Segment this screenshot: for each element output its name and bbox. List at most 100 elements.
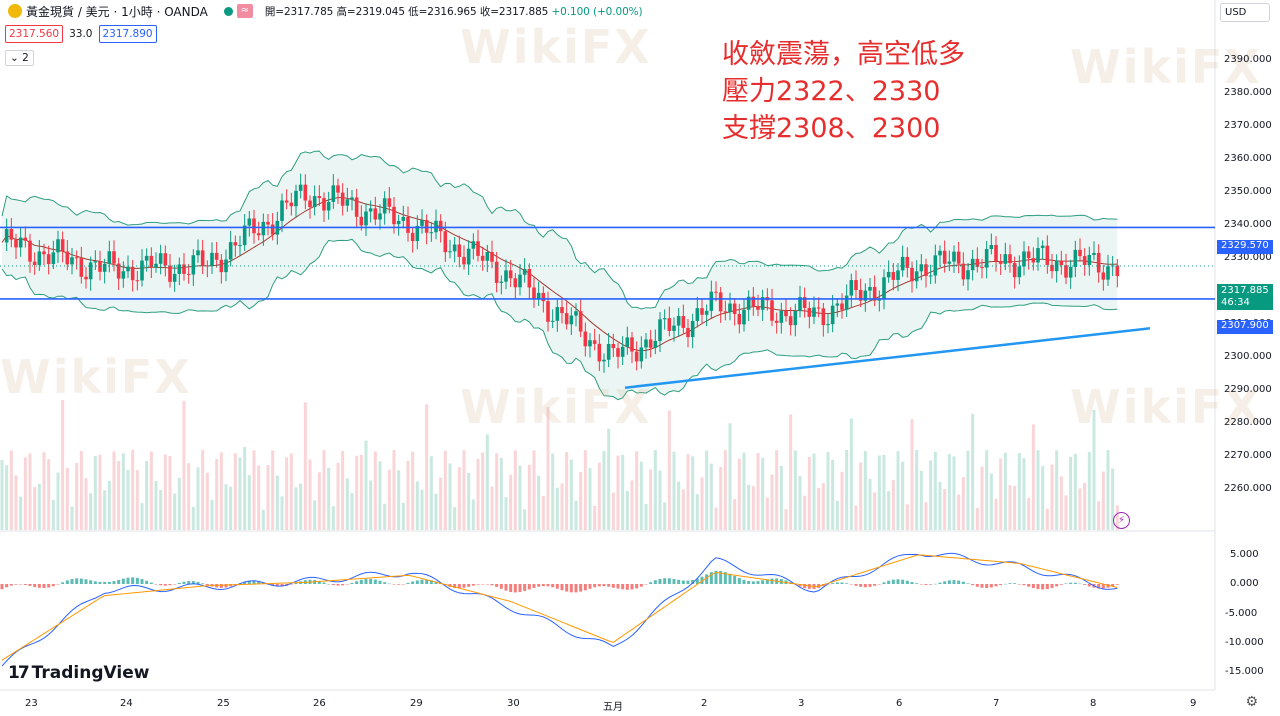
macd-histogram-bar <box>257 581 261 584</box>
candle-body <box>350 197 354 200</box>
time-tick-label: 26 <box>313 698 326 709</box>
candle-body <box>723 311 728 313</box>
candle-body <box>620 346 625 357</box>
current-price: 2317.885 <box>1221 285 1269 296</box>
volume-bar <box>107 480 111 530</box>
candle-body <box>266 221 270 225</box>
candle-body <box>228 242 233 260</box>
volume-bar <box>425 404 429 530</box>
volume-bar <box>140 503 144 530</box>
macd-histogram-bar <box>490 584 494 586</box>
macd-histogram-bar <box>224 584 228 588</box>
volume-bar <box>327 467 331 530</box>
macd-tick-label: -5.000 <box>1225 607 1258 619</box>
candle-body <box>247 218 252 226</box>
candle-body <box>569 315 574 325</box>
volume-bar <box>518 465 522 530</box>
volume-bar <box>971 413 975 530</box>
volume-bar <box>873 492 877 530</box>
currency-selector[interactable]: USD <box>1220 3 1270 22</box>
volume-bar <box>723 450 727 530</box>
volume-bar <box>639 461 643 530</box>
tradingview-mark-icon: 17 <box>8 663 30 683</box>
watermark-logo: WikiFX <box>460 380 652 434</box>
price-tick-label: 2340.000 <box>1224 219 1272 230</box>
macd-histogram-bar <box>359 579 363 584</box>
volume-bar <box>467 473 471 530</box>
volume-bar <box>355 455 359 530</box>
candle-body <box>970 258 975 271</box>
volume-bar <box>583 450 587 530</box>
macd-histogram-bar <box>873 584 877 586</box>
macd-histogram-bar <box>1097 584 1101 589</box>
volume-bar <box>1083 482 1087 530</box>
macd-histogram-bar <box>714 570 718 584</box>
buy-price-button[interactable]: 2317.890 <box>98 25 157 43</box>
candle-body <box>1050 264 1054 272</box>
volume-bar <box>770 474 774 530</box>
lightning-icon[interactable]: ⚡ <box>1113 512 1130 529</box>
macd-histogram-bar <box>476 584 480 585</box>
candle-body <box>443 231 448 253</box>
candle-body <box>196 250 200 256</box>
approx-badge[interactable]: ≈ <box>236 4 253 18</box>
volume-bar <box>47 459 51 530</box>
macd-histogram-bar <box>733 575 737 584</box>
volume-bar <box>849 418 853 530</box>
macd-histogram-bar <box>882 582 886 584</box>
volume-bar <box>807 457 811 530</box>
volume-bar <box>644 504 648 530</box>
volume-bar <box>313 500 317 530</box>
volume-bar <box>485 434 489 530</box>
macd-histogram-bar <box>607 584 611 587</box>
volume-bar <box>1045 508 1049 530</box>
volume-bar <box>789 414 793 530</box>
candle-body <box>980 266 984 268</box>
candle-body <box>424 220 429 233</box>
macd-histogram-bar <box>994 584 998 587</box>
volume-bar <box>905 504 909 530</box>
macd-histogram-bar <box>168 584 172 586</box>
candle-body <box>46 254 51 264</box>
macd-histogram-bar <box>70 579 74 584</box>
low-value: 低=2316.965 <box>408 5 477 18</box>
candle-body <box>9 229 14 240</box>
volume-bar <box>667 410 671 530</box>
bollinger-mid-line <box>1 197 1118 352</box>
macd-histogram-bar <box>1013 583 1017 584</box>
macd-histogram-bar <box>980 584 984 588</box>
candle-body <box>135 280 140 282</box>
macd-histogram-bar <box>1041 584 1045 590</box>
settings-gear-icon[interactable]: ⚙ <box>1245 694 1258 710</box>
macd-histogram-bar <box>154 584 158 585</box>
candle-body <box>812 307 816 317</box>
candle-body <box>382 198 387 214</box>
candle-body <box>326 201 331 211</box>
sell-price-button[interactable]: 2317.560 <box>5 25 64 43</box>
volume-bar <box>523 509 527 530</box>
volume-bar <box>457 467 461 530</box>
volume-bar <box>705 450 709 530</box>
volume-bar <box>835 500 839 530</box>
market-open-dot-icon <box>223 6 233 16</box>
candle-body <box>532 287 536 299</box>
volume-bar <box>411 451 415 530</box>
candle-body <box>536 292 541 299</box>
volume-bar <box>5 465 9 530</box>
macd-histogram-bar <box>672 578 676 584</box>
candle-body <box>592 340 597 344</box>
volume-bar <box>33 487 37 530</box>
macd-histogram-bar <box>667 578 671 584</box>
symbol-title[interactable]: 黃金現貨 / 美元 · 1小時 · OANDA <box>26 4 208 19</box>
volume-bar <box>453 507 457 530</box>
macd-histogram-bar <box>583 584 587 591</box>
candle-body <box>345 199 350 206</box>
candle-body <box>676 316 681 326</box>
candle-body <box>308 200 312 208</box>
macd-histogram-bar <box>457 584 461 589</box>
indicator-toggle[interactable]: ⌄ 2 <box>5 50 34 66</box>
candle-body <box>494 261 499 283</box>
volume-bar <box>1031 424 1035 530</box>
macd-histogram-bar <box>159 584 163 586</box>
